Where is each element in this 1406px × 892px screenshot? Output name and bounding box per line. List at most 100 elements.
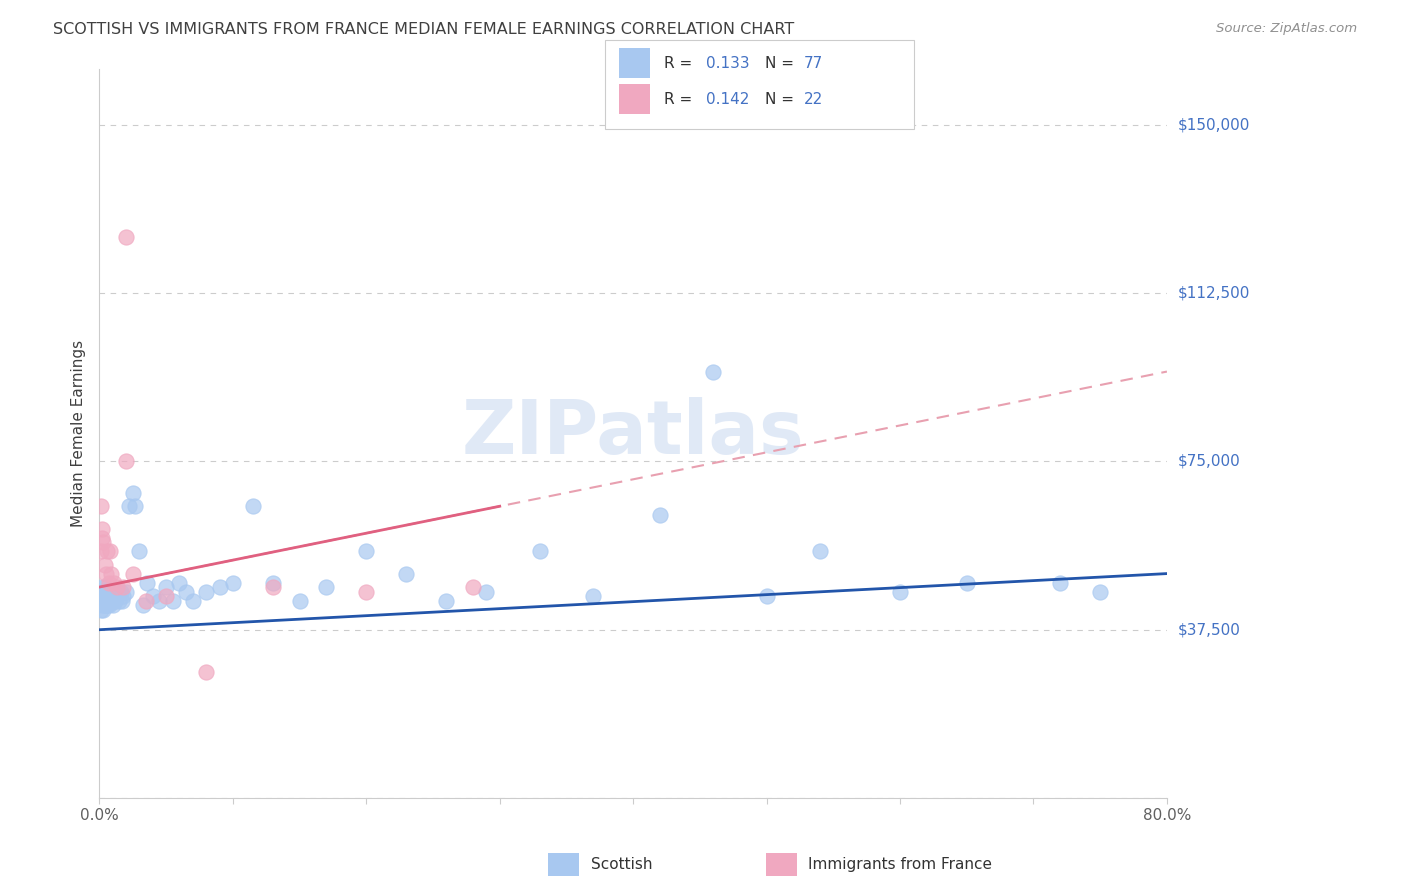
Point [93, 535, 115, 549]
Point [98, 544, 121, 558]
Point [356, 544, 378, 558]
Point [96, 584, 118, 599]
Point [582, 589, 605, 603]
Point [94, 580, 117, 594]
Text: 22: 22 [804, 92, 824, 106]
Point [112, 580, 135, 594]
Point [96, 593, 118, 607]
Point [118, 500, 141, 514]
Point [90, 593, 112, 607]
Point [461, 580, 484, 594]
Text: $150,000: $150,000 [1178, 117, 1250, 132]
Point [98, 589, 121, 603]
Text: 0.133: 0.133 [706, 56, 749, 70]
Point [91, 589, 114, 603]
Point [101, 584, 124, 599]
Point [96, 598, 118, 612]
Point [100, 566, 122, 581]
Point [475, 584, 498, 599]
Point [208, 580, 231, 594]
Point [91, 584, 114, 599]
Point [195, 665, 218, 680]
Point [115, 454, 138, 468]
Point [155, 589, 177, 603]
Point [90, 602, 112, 616]
Point [242, 500, 264, 514]
Point [93, 589, 115, 603]
Point [529, 544, 551, 558]
Point [889, 584, 911, 599]
Point [132, 598, 155, 612]
Text: ZIPatlas: ZIPatlas [461, 397, 804, 470]
Point [648, 508, 671, 523]
Point [1090, 584, 1112, 599]
Point [94, 593, 117, 607]
Point [395, 566, 418, 581]
Point [105, 589, 128, 603]
Point [112, 589, 135, 603]
Point [702, 365, 724, 379]
Point [148, 593, 170, 607]
Point [121, 485, 143, 500]
Text: Immigrants from France: Immigrants from France [808, 857, 993, 871]
Point [94, 566, 117, 581]
Point [97, 575, 120, 590]
Text: R =: R = [664, 56, 697, 70]
Point [110, 584, 132, 599]
Point [155, 580, 177, 594]
Point [1049, 575, 1071, 590]
Point [808, 544, 831, 558]
Point [100, 593, 122, 607]
Point [93, 602, 115, 616]
Point [91, 522, 114, 536]
Point [97, 598, 120, 612]
Point [90, 500, 112, 514]
Point [107, 584, 129, 599]
Point [94, 598, 117, 612]
Point [96, 589, 118, 603]
Point [315, 580, 337, 594]
Text: Source: ZipAtlas.com: Source: ZipAtlas.com [1216, 22, 1357, 36]
Point [94, 589, 117, 603]
Point [135, 593, 157, 607]
Point [91, 580, 114, 594]
Point [136, 575, 159, 590]
Point [93, 584, 115, 599]
Point [91, 598, 114, 612]
Point [195, 584, 218, 599]
Point [103, 593, 125, 607]
Point [128, 544, 150, 558]
Point [94, 589, 117, 603]
Point [105, 580, 128, 594]
Point [97, 589, 120, 603]
Text: Scottish: Scottish [591, 857, 652, 871]
Point [94, 593, 117, 607]
Text: $112,500: $112,500 [1178, 285, 1250, 301]
Point [115, 584, 138, 599]
Point [162, 593, 184, 607]
Point [956, 575, 979, 590]
Y-axis label: Median Female Earnings: Median Female Earnings [72, 340, 86, 527]
Point [94, 598, 117, 612]
Point [108, 593, 131, 607]
Point [181, 593, 204, 607]
Point [222, 575, 245, 590]
Point [101, 598, 124, 612]
Text: $37,500: $37,500 [1178, 623, 1241, 637]
Text: N =: N = [765, 92, 799, 106]
Point [111, 593, 134, 607]
Point [94, 558, 117, 572]
Point [434, 593, 457, 607]
Point [115, 230, 138, 244]
Point [103, 584, 125, 599]
Point [97, 593, 120, 607]
Point [94, 584, 117, 599]
Point [98, 593, 121, 607]
Point [755, 589, 778, 603]
Point [142, 589, 165, 603]
Text: SCOTTISH VS IMMIGRANTS FROM FRANCE MEDIAN FEMALE EARNINGS CORRELATION CHART: SCOTTISH VS IMMIGRANTS FROM FRANCE MEDIA… [53, 22, 794, 37]
Point [262, 580, 284, 594]
Point [104, 593, 127, 607]
Point [174, 584, 197, 599]
Point [91, 531, 114, 545]
